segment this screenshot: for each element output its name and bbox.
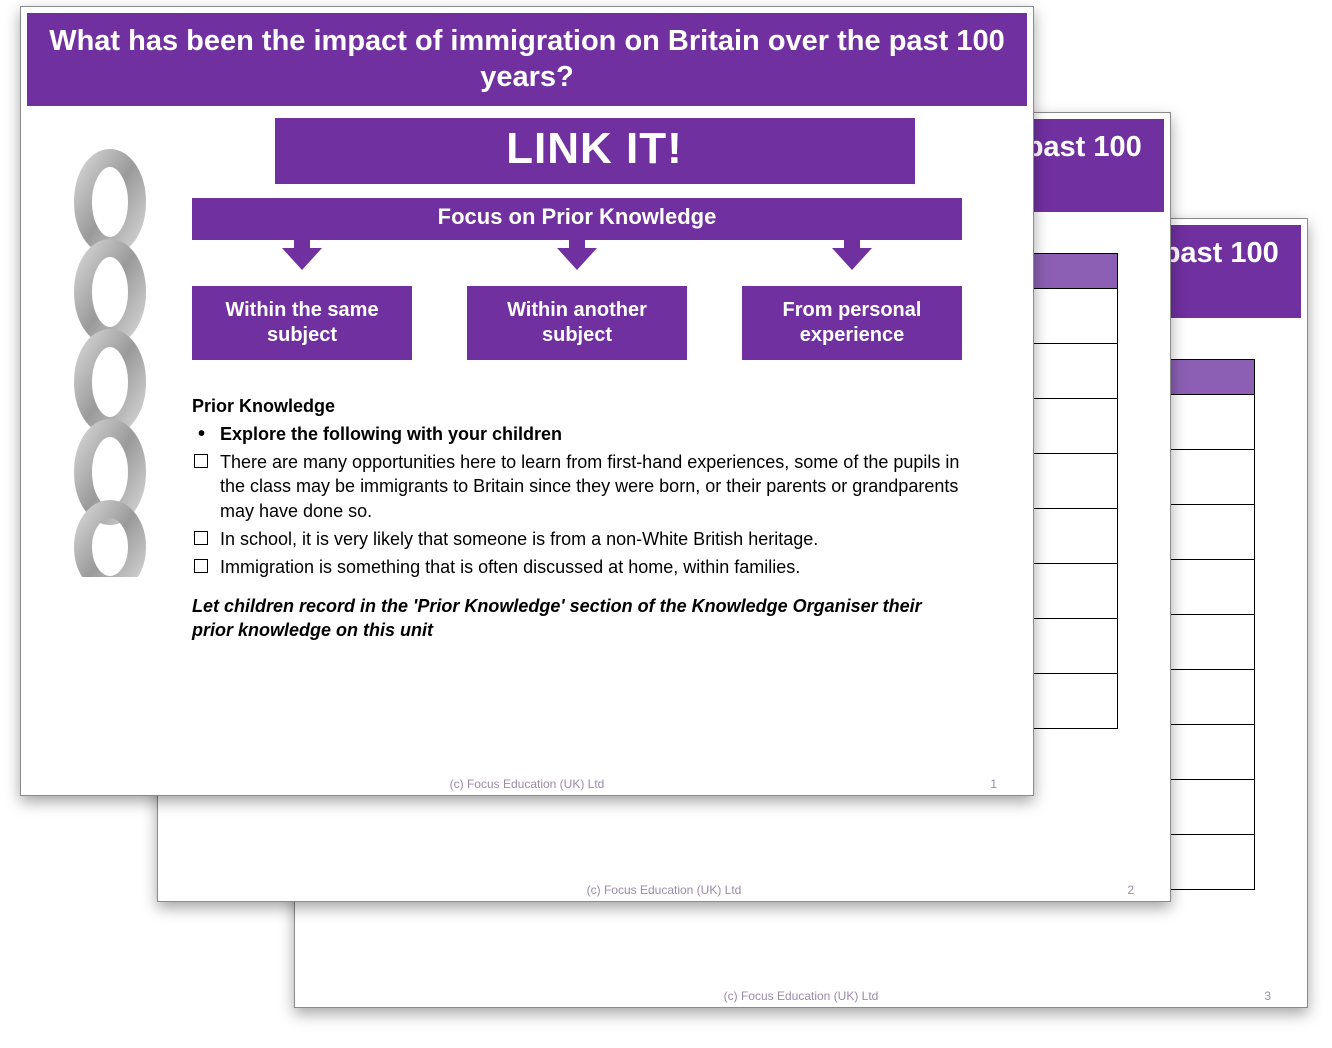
footer-copyright: (c) Focus Education (UK) Ltd bbox=[450, 777, 605, 791]
pk-bullet-3: Immigration is something that is often d… bbox=[192, 555, 962, 579]
slide-1: What has been the impact of immigration … bbox=[20, 6, 1034, 796]
slide1-body: LINK IT! Focus on Prior Knowledge Within… bbox=[21, 118, 1033, 643]
category-label: Within the same subject bbox=[225, 299, 378, 346]
category-personal-experience: From personal experience bbox=[742, 286, 962, 360]
footer-copyright: (c) Focus Education (UK) Ltd bbox=[724, 989, 879, 1003]
pk-heading: Prior Knowledge bbox=[192, 394, 962, 418]
category-other-subject: Within another subject bbox=[467, 286, 687, 360]
category-label: Within another subject bbox=[507, 299, 647, 346]
category-label: From personal experience bbox=[783, 299, 922, 346]
pk-subheading: Explore the following with your children bbox=[192, 422, 962, 446]
category-row: Within the same subject Within another s… bbox=[192, 286, 962, 360]
footer-page-number: 1 bbox=[990, 777, 997, 791]
category-same-subject: Within the same subject bbox=[192, 286, 412, 360]
slide1-header-text: What has been the impact of immigration … bbox=[49, 25, 1005, 93]
pk-bullet-1: There are many opportunities here to lea… bbox=[192, 450, 962, 523]
footer-copyright: (c) Focus Education (UK) Ltd bbox=[587, 883, 742, 897]
pk-bullet-2: In school, it is very likely that someon… bbox=[192, 527, 962, 551]
footer-page-number: 2 bbox=[1127, 883, 1134, 897]
pk-note: Let children record in the 'Prior Knowle… bbox=[192, 594, 962, 643]
link-it-title: LINK IT! bbox=[275, 118, 915, 184]
footer-page-number: 3 bbox=[1264, 989, 1271, 1003]
prior-knowledge-block: Prior Knowledge Explore the following wi… bbox=[192, 394, 962, 643]
slide1-header: What has been the impact of immigration … bbox=[27, 13, 1027, 106]
